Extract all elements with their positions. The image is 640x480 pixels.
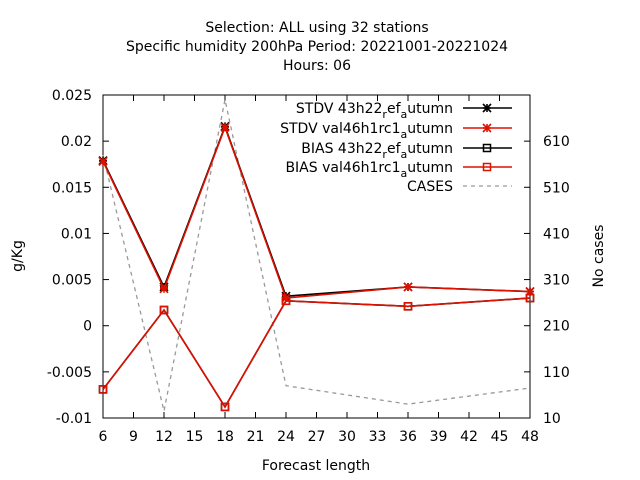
y-tick-label: 0 [83, 319, 92, 335]
legend-label: CASES [407, 179, 453, 195]
x-tick-label: 18 [216, 429, 234, 445]
axis-ticks: 6 9 12 15 18 21 24 27 30 33 36 39 42 45 48 -0.01 -0.005 0… [47, 88, 570, 445]
data-point [220, 402, 230, 412]
y2-tick-label: 310 [543, 273, 570, 289]
y-tick-label: 0.02 [61, 134, 92, 150]
y2-tick-label: 210 [543, 319, 570, 335]
data-point [98, 156, 108, 167]
x-axis-label: Forecast length [262, 458, 370, 474]
x-tick-label: 15 [186, 429, 204, 445]
legend-marker [482, 162, 492, 172]
series-line [102, 99, 531, 412]
y-tick-label: 0.01 [61, 226, 92, 242]
series-line [102, 124, 531, 299]
series-4 [102, 99, 531, 412]
x-tick-label: 36 [399, 429, 417, 445]
data-point [281, 296, 291, 306]
series-layer [98, 99, 535, 412]
data-point [525, 287, 535, 297]
data-point [403, 282, 413, 292]
data-point [98, 385, 108, 394]
x-tick-label: 42 [460, 429, 478, 445]
y2-tick-label: 510 [543, 180, 570, 196]
x-tick-label: 48 [521, 429, 539, 445]
series-1 [98, 122, 535, 303]
y-axis-label: g/Kg [10, 240, 26, 272]
chart-title: Selection: ALL using 32 stations Specifi… [126, 20, 508, 74]
legend-marker [482, 123, 492, 133]
legend-label: BIAS val46h1rc1autumn [285, 160, 453, 180]
y-tick-label: -0.01 [56, 411, 92, 427]
data-point [220, 122, 230, 132]
legend-marker [482, 143, 492, 153]
data-point [525, 293, 535, 303]
y-tick-label: 0.005 [52, 273, 92, 289]
x-tick-label: 24 [277, 429, 295, 445]
data-point [159, 305, 169, 315]
y-tick-label: 0.025 [52, 88, 92, 104]
x-tick-label: 6 [99, 429, 108, 445]
data-point [403, 302, 413, 311]
y-tick-label: 0.015 [52, 180, 92, 196]
series-line [102, 297, 531, 409]
y-tick-label: -0.005 [47, 365, 92, 381]
x-tick-label: 27 [308, 429, 326, 445]
x-tick-label: 33 [369, 429, 387, 445]
x-tick-label: 12 [155, 429, 173, 445]
x-tick-label: 9 [129, 429, 138, 445]
title-line-2: Specific humidity 200hPa Period: 2022100… [126, 39, 508, 55]
x-tick-label: 30 [338, 429, 356, 445]
y2-tick-label: 610 [543, 134, 570, 150]
x-tick-label: 21 [247, 429, 265, 445]
y2-axis-label: No cases [591, 225, 607, 288]
legend-marker [482, 103, 492, 113]
legend-label: STDV 43h22refautumn [296, 101, 453, 121]
series-3 [98, 293, 535, 412]
legend-label: BIAS 43h22refautumn [301, 141, 453, 161]
legend-label: STDV val46h1rc1autumn [280, 121, 453, 141]
data-point [159, 284, 169, 294]
x-tick-label: 45 [491, 429, 509, 445]
y2-tick-label: 410 [543, 226, 570, 242]
y2-tick-label: 110 [543, 365, 570, 381]
title-line-1: Selection: ALL using 32 stations [205, 20, 428, 36]
x-tick-label: 39 [430, 429, 448, 445]
y2-tick-label: 10 [543, 411, 561, 427]
title-line-3: Hours: 06 [283, 58, 351, 74]
